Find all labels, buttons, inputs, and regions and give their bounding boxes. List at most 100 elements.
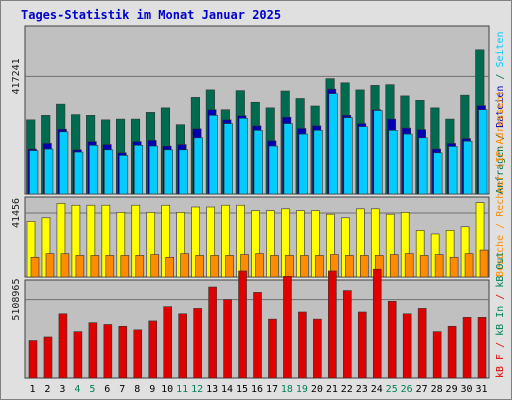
bar-seiten [104,149,114,195]
bar-kbf [253,292,262,379]
bar-seiten [119,155,129,195]
day-label: 9 [149,384,155,395]
bar-kbf [73,331,83,379]
bar-rechner [479,249,489,278]
day-label: 15 [236,384,248,395]
legend-entry-traffic-4: kB Out [495,252,506,288]
bar-rechner [45,253,55,278]
bar-rechner [404,253,414,278]
bar-rechner [210,255,219,278]
ytick-label-visitors: 41456 [11,198,22,228]
bar-rechner [60,253,70,278]
bar-kbf [298,311,307,379]
bar-kbf [88,322,98,379]
legend-entry-requests-4: Seiten [495,31,506,67]
bar-seiten [478,109,488,195]
bar-kbf [103,324,113,379]
bar-kbf [178,313,187,379]
bar-kbf [402,313,412,379]
bar-kbf [328,270,337,379]
bar-seiten [133,145,144,195]
bar-rechner [195,255,204,278]
bar-rechner [150,254,160,278]
bar-rechner [315,255,324,278]
legend-entry-requests-3: / [495,68,506,86]
day-label: 7 [119,384,125,395]
bar-seiten [268,145,278,195]
bar-seiten [253,130,263,195]
bar-seiten [74,151,84,195]
ytick-label-traffic: 5108965 [11,279,22,321]
bar-kbf [268,318,277,379]
legend-entry-visitors-1: / [495,217,506,235]
bar-seiten [89,145,99,195]
day-label: 11 [176,384,188,395]
bar-kbf [447,325,457,379]
legend-requests: Anfragen / Dateien / Seiten [495,31,506,194]
bar-rechner [90,255,100,278]
bar-seiten [223,123,233,195]
day-label: 26 [401,384,413,395]
day-label: 20 [311,384,323,395]
bar-kbf [118,325,128,379]
bar-kbf [432,331,442,379]
bar-rechner [285,255,294,278]
bar-rechner [270,255,279,278]
day-label: 21 [326,384,338,395]
day-label: 3 [59,384,65,395]
bar-rechner [105,255,115,278]
bar-rechner [30,256,40,278]
bar-kbf [477,317,487,379]
bar-kbf [28,340,38,379]
legend-entry-requests-1: / [495,128,506,146]
bar-rechner [75,255,85,278]
bar-kbf [208,286,217,379]
bar-seiten [418,137,428,195]
bar-kbf [223,299,232,379]
bar-rechner [255,253,264,278]
bar-rechner [449,256,459,278]
day-label: 1 [29,384,35,395]
bar-kbf [43,336,53,379]
bar-seiten [238,118,248,195]
day-label: 6 [104,384,110,395]
bar-rechner [345,255,354,278]
legend-entry-traffic-1: / [495,336,506,354]
day-label: 12 [191,384,203,395]
day-label: 27 [416,384,428,395]
legend-entry-requests-0: Anfragen [495,146,506,194]
bar-seiten [328,93,338,195]
bar-kbf [163,306,173,379]
bar-kbf [283,276,292,379]
day-label: 22 [341,384,353,395]
bar-rechner [120,255,130,278]
bar-kbf [387,300,397,379]
day-label: 8 [134,384,140,395]
bar-seiten [358,126,368,195]
bar-rechner [389,254,399,278]
bar-rechner [180,253,189,278]
bar-rechner [300,255,309,278]
legend-visitors: Besuche / Rechner (IP-Adressen) [495,90,506,277]
bar-kbf [357,311,367,379]
bar-kbf [343,290,352,379]
bar-seiten [313,130,323,195]
day-label: 17 [266,384,278,395]
day-label: 23 [356,384,368,395]
bar-kbf [193,308,202,379]
bar-seiten [44,148,54,195]
bar-seiten [448,146,458,195]
bar-seiten [343,117,353,195]
legend-entry-requests-2: Dateien [495,86,506,128]
bar-seiten [193,137,203,195]
legend-entry-visitors-2: Rechner (IP-Adressen) [495,90,506,216]
day-label: 31 [475,384,487,395]
bar-seiten [59,131,69,195]
chart-title: Tages-Statistik im Monat Januar 2025 [21,8,282,22]
day-label: 13 [206,384,218,395]
bar-rechner [464,253,474,278]
bar-kbf [372,268,382,379]
day-label: 4 [74,384,80,395]
bar-kbf [148,320,158,379]
